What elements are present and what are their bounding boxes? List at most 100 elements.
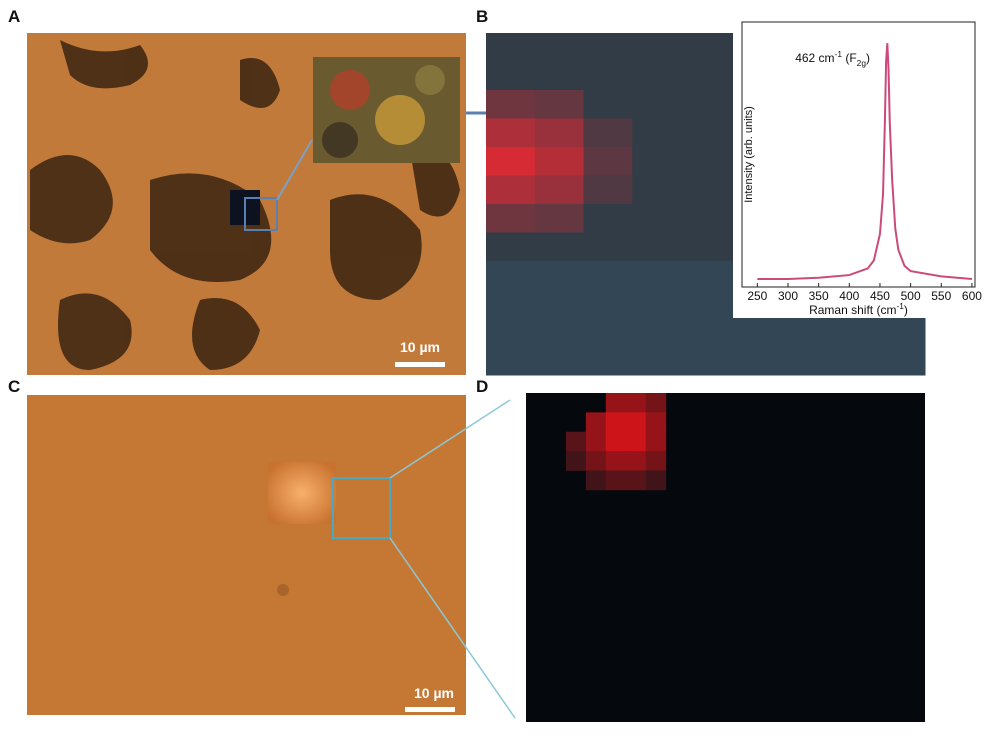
speck — [277, 584, 289, 596]
map-cell — [681, 261, 730, 290]
map-cell — [646, 432, 666, 452]
label-text: (F — [842, 51, 857, 65]
map-cell — [486, 119, 535, 148]
map-cell — [486, 318, 535, 347]
map-cell — [535, 290, 584, 319]
map-cell — [535, 62, 584, 91]
map-cell — [632, 233, 681, 262]
map-cell — [486, 176, 535, 205]
map-cell — [827, 347, 876, 376]
map-cell — [632, 204, 681, 233]
label-text: ) — [866, 51, 870, 65]
map-cell — [730, 318, 779, 347]
map-cell — [626, 412, 646, 432]
map-cell — [681, 318, 730, 347]
page: {"panels": [ {"label": "A", "scale_bar":… — [0, 0, 984, 731]
map-cell — [827, 318, 876, 347]
map-cell — [606, 393, 626, 413]
map-cell — [535, 347, 584, 376]
panel-label: A — [8, 7, 20, 26]
map-cell — [535, 204, 584, 233]
map-cell — [632, 290, 681, 319]
map-cell — [584, 119, 633, 148]
map-cell — [535, 176, 584, 205]
scale-bar — [395, 362, 445, 367]
map-cell — [606, 451, 626, 471]
map-cell — [626, 432, 646, 452]
scale-bar — [405, 707, 455, 712]
x-tick-label: 300 — [778, 289, 798, 303]
map-cell — [681, 90, 730, 119]
scale-label: 10 µm — [400, 339, 440, 355]
map-cell — [584, 290, 633, 319]
map-cell — [566, 432, 586, 452]
map-cell — [632, 147, 681, 176]
map-cell — [681, 176, 730, 205]
map-cell — [584, 347, 633, 376]
map-cell — [486, 261, 535, 290]
map-cell — [586, 470, 606, 490]
map-cell — [486, 204, 535, 233]
scale-label: 10 µm — [414, 685, 454, 701]
x-tick-label: 400 — [839, 289, 859, 303]
map-cell — [681, 290, 730, 319]
map-cell — [632, 176, 681, 205]
map-cell — [730, 347, 779, 376]
map-cell — [779, 318, 828, 347]
map-cell — [646, 393, 666, 413]
map-cell — [584, 176, 633, 205]
map-cell — [632, 119, 681, 148]
map-cell — [606, 412, 626, 432]
map-cell — [584, 318, 633, 347]
map-cell — [646, 470, 666, 490]
x-tick-label: 600 — [962, 289, 982, 303]
map-cell — [584, 33, 633, 62]
map-cell — [584, 233, 633, 262]
map-cell — [486, 347, 535, 376]
panel-label: D — [476, 377, 488, 396]
axis-label: Raman shift (cm-1) — [809, 301, 908, 317]
map-cell — [681, 233, 730, 262]
map-cell — [586, 451, 606, 471]
map-cell — [586, 412, 606, 432]
map-cell — [606, 432, 626, 452]
map-cell — [681, 347, 730, 376]
script-text: 2g — [857, 58, 867, 68]
micrograph-c — [27, 395, 466, 715]
label-text: ) — [904, 303, 908, 317]
map-cell — [632, 347, 681, 376]
map-cell — [486, 33, 535, 62]
map-cell — [681, 147, 730, 176]
map-cell — [681, 33, 730, 62]
x-tick-label: 350 — [809, 289, 829, 303]
map-cell — [876, 347, 925, 376]
label-text: Raman shift (cm — [809, 303, 896, 317]
map-cell — [606, 470, 626, 490]
map-cell — [632, 90, 681, 119]
map-cell — [626, 393, 646, 413]
map-cell — [632, 33, 681, 62]
map-cell — [632, 261, 681, 290]
map-cell — [584, 147, 633, 176]
panel-label: B — [476, 7, 488, 26]
map-cell — [566, 451, 586, 471]
map-cell — [681, 62, 730, 91]
map-cell — [535, 33, 584, 62]
map-cell — [535, 90, 584, 119]
map-cell — [535, 233, 584, 262]
panel-label: C — [8, 377, 20, 396]
x-tick-label: 250 — [747, 289, 767, 303]
y-axis-label: Intensity (arb. units) — [743, 106, 755, 203]
figure: 10 µm A B 250300350400450500550600Raman … — [0, 0, 984, 731]
map-cell — [486, 233, 535, 262]
map-cell — [486, 90, 535, 119]
map-cell — [486, 290, 535, 319]
map-cell — [486, 62, 535, 91]
map-cell — [584, 90, 633, 119]
map-cell — [626, 470, 646, 490]
map-cell — [535, 318, 584, 347]
map-cell — [584, 261, 633, 290]
map-cell — [584, 204, 633, 233]
map-cell — [535, 119, 584, 148]
bright-particle — [268, 462, 336, 524]
